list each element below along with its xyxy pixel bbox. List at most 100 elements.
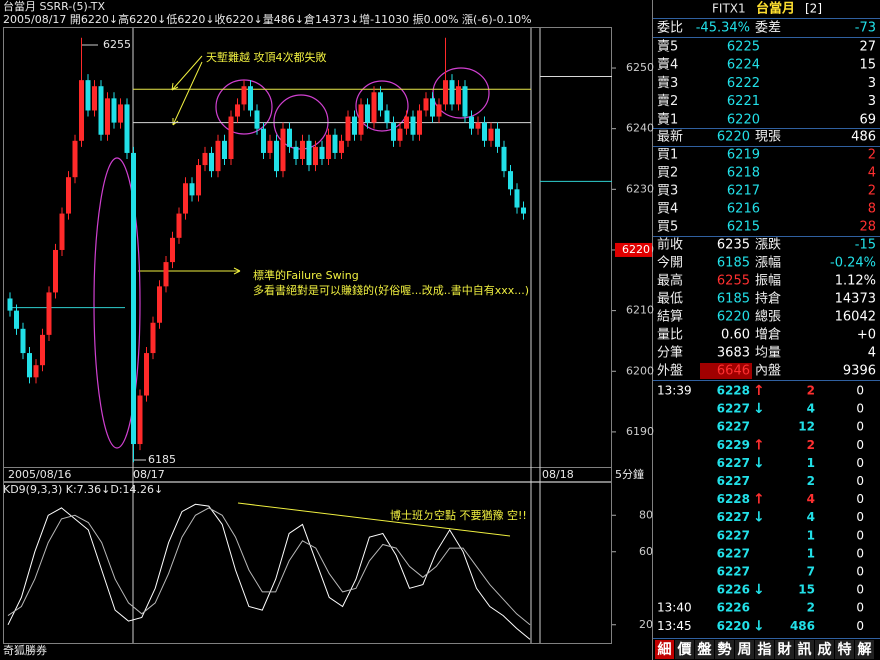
tab-bg[interactable] bbox=[815, 640, 834, 659]
tick-volume: 486 bbox=[790, 619, 815, 633]
tab[interactable]: 勢 bbox=[718, 641, 732, 658]
tab-bg[interactable] bbox=[735, 640, 754, 659]
ellipse bbox=[93, 157, 141, 449]
quote-price: 6221 bbox=[727, 94, 760, 109]
tab[interactable]: 細 bbox=[658, 641, 672, 658]
tab[interactable]: 價 bbox=[677, 641, 693, 658]
candle-body bbox=[183, 183, 188, 214]
tab-bg[interactable] bbox=[855, 640, 874, 659]
quote-price: 6215 bbox=[727, 220, 760, 235]
candle-body bbox=[7, 298, 13, 311]
quote-volume: 2 bbox=[868, 184, 876, 199]
quote-value: 9396 bbox=[843, 364, 876, 379]
candle-body bbox=[170, 237, 175, 263]
quote-value: 14373 bbox=[835, 292, 876, 307]
kd-title: KD9(9,3,3) K:7.36↓D:14.26↓ bbox=[3, 483, 163, 496]
quote-value: 4 bbox=[868, 346, 876, 361]
candle-body bbox=[118, 104, 123, 123]
quote-volume: 27 bbox=[859, 40, 876, 55]
candle-body bbox=[105, 98, 110, 135]
trend-line bbox=[237, 502, 511, 537]
candle-body bbox=[228, 116, 234, 159]
candle-body bbox=[202, 152, 208, 166]
candle-body bbox=[196, 165, 201, 196]
tab[interactable]: 成 bbox=[818, 641, 832, 658]
quote-label: 漲幅 bbox=[755, 256, 781, 271]
tab[interactable]: 指 bbox=[758, 641, 772, 658]
quote-volume: 15 bbox=[859, 58, 876, 73]
quote-value: 6646 bbox=[717, 364, 750, 379]
candle-body bbox=[85, 80, 91, 111]
tick-oi: 0 bbox=[856, 438, 864, 452]
quote-label: 買3 bbox=[657, 184, 678, 199]
tick-price: 6227 bbox=[717, 420, 750, 434]
quote-price: 6224 bbox=[727, 58, 760, 73]
tab-bg[interactable] bbox=[655, 640, 674, 659]
tick-oi: 0 bbox=[856, 492, 864, 506]
quote-value: 16042 bbox=[835, 310, 876, 325]
tab-bg[interactable] bbox=[775, 640, 794, 659]
y-tick-label: 60 bbox=[639, 545, 653, 558]
quote-value: 6185 bbox=[717, 256, 750, 271]
candle-body bbox=[150, 322, 156, 354]
tick-oi: 0 bbox=[856, 583, 864, 597]
candle-body bbox=[410, 116, 416, 135]
quote-value: -45.34% bbox=[696, 21, 750, 36]
y-tick-label: 6200 bbox=[626, 364, 654, 377]
candle-body bbox=[27, 353, 32, 378]
quote-label: 賣4 bbox=[657, 58, 678, 73]
candle-body bbox=[495, 128, 500, 147]
quote-value: 1.12% bbox=[835, 274, 876, 289]
quote-label: 賣5 bbox=[657, 40, 678, 55]
tick-oi: 0 bbox=[856, 601, 864, 615]
candle-body bbox=[209, 152, 214, 172]
tick-volume: 1 bbox=[807, 456, 815, 470]
tab-bg[interactable] bbox=[795, 640, 814, 659]
tab[interactable]: 盤 bbox=[698, 641, 713, 658]
candle-body bbox=[261, 128, 266, 153]
quote-label: 買1 bbox=[657, 148, 678, 163]
y-tick-label: 80 bbox=[639, 508, 653, 521]
candle-body bbox=[59, 213, 65, 250]
candle-body bbox=[397, 128, 403, 141]
quote-volume: 28 bbox=[859, 220, 876, 235]
candle-body bbox=[40, 334, 45, 366]
tab[interactable]: 訊 bbox=[798, 641, 812, 658]
candle-body bbox=[521, 207, 526, 214]
tick-oi: 0 bbox=[856, 619, 864, 633]
tab[interactable]: 特 bbox=[838, 641, 852, 658]
tick-direction: ↓ bbox=[753, 618, 765, 634]
candle-body bbox=[14, 310, 19, 329]
candle-body bbox=[332, 134, 338, 153]
tab-bg[interactable] bbox=[755, 640, 774, 659]
tab-bg[interactable] bbox=[675, 640, 694, 659]
tick-oi: 0 bbox=[856, 510, 864, 524]
candle-body bbox=[352, 116, 357, 135]
quote-volume: 69 bbox=[859, 112, 876, 127]
candle-body bbox=[345, 116, 351, 141]
date-label: 08/17 bbox=[133, 468, 165, 481]
tick-price: 6227 bbox=[717, 456, 750, 470]
candle-body bbox=[189, 183, 195, 196]
y-tick-label: 6250 bbox=[626, 61, 654, 74]
candle-body bbox=[430, 98, 435, 117]
quote-label: 均量 bbox=[755, 346, 781, 361]
candle-body bbox=[488, 128, 494, 141]
quote-label: 最新 bbox=[657, 129, 683, 145]
candle-body bbox=[92, 86, 97, 111]
candle-body bbox=[326, 134, 331, 159]
annotation: 天塹難越 攻頂4次都失敗 bbox=[206, 50, 327, 64]
tab-bg[interactable] bbox=[835, 640, 854, 659]
tab-bg[interactable] bbox=[695, 640, 714, 659]
tab[interactable]: 解 bbox=[858, 641, 872, 658]
last-price-label: 6220 bbox=[622, 243, 650, 256]
quote-value: -73 bbox=[855, 21, 876, 36]
tab-bg[interactable] bbox=[715, 640, 734, 659]
tab[interactable]: 周 bbox=[738, 642, 752, 658]
y-tick-label: 20 bbox=[639, 618, 653, 631]
candle-body bbox=[137, 395, 143, 445]
tab[interactable]: 財 bbox=[777, 641, 792, 658]
quote-value: 0.60 bbox=[721, 328, 750, 343]
last-price-box bbox=[615, 242, 652, 257]
quote-value: 486 bbox=[851, 130, 876, 145]
